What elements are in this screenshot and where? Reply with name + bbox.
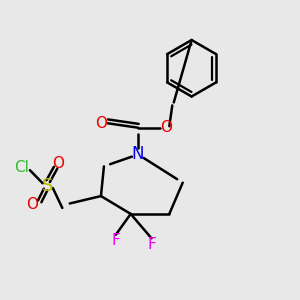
Text: O: O [95,116,107,131]
Text: F: F [111,233,120,248]
Text: S: S [42,177,53,195]
Text: O: O [52,156,64,171]
Text: O: O [27,197,39,212]
Text: F: F [147,237,156,252]
Text: Cl: Cl [14,160,29,175]
Text: N: N [132,146,144,164]
Text: O: O [160,120,172,135]
